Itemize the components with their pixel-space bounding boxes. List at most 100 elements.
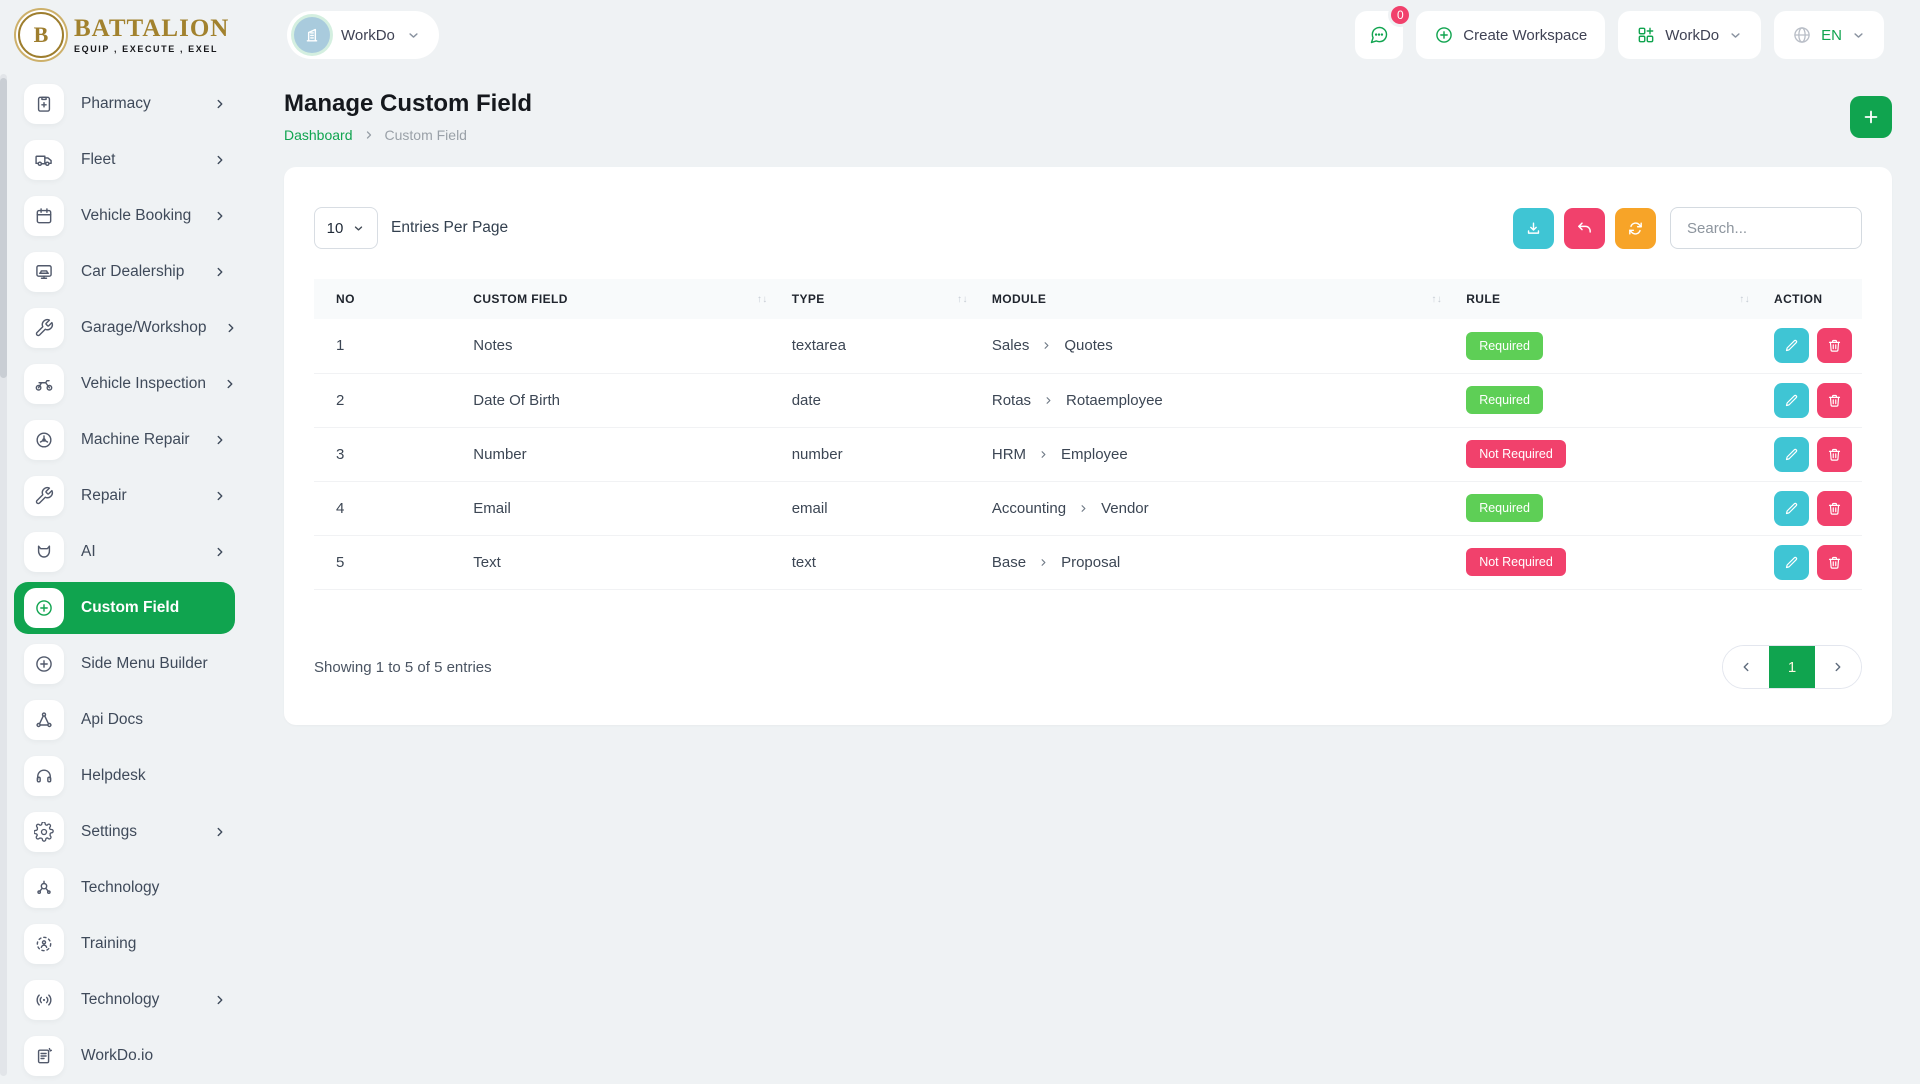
sidebar-item-garage-workshop[interactable]: Garage/Workshop bbox=[24, 300, 245, 356]
chevron-right-icon bbox=[1043, 395, 1054, 406]
top-bar: B BATTALION EQUIP , EXECUTE , EXEL WorkD… bbox=[0, 0, 1920, 70]
cell-type: email bbox=[782, 481, 982, 535]
edit-button[interactable] bbox=[1774, 383, 1809, 418]
cell-no: 5 bbox=[314, 535, 463, 589]
cell-rule: Required bbox=[1456, 373, 1764, 427]
add-custom-field-button[interactable] bbox=[1850, 96, 1892, 138]
module-child: Quotes bbox=[1064, 337, 1112, 354]
entries-per-page-select[interactable]: 10 bbox=[314, 207, 378, 249]
cell-type: date bbox=[782, 373, 982, 427]
language-dropdown[interactable]: EN bbox=[1774, 11, 1884, 59]
pagination-page-1[interactable]: 1 bbox=[1769, 646, 1815, 688]
chevron-right-icon bbox=[213, 433, 227, 447]
workspace-switcher[interactable]: WorkDo bbox=[287, 11, 439, 59]
cell-no: 2 bbox=[314, 373, 463, 427]
sidebar: Pharmacy Fleet Vehicle Booking Car Deale… bbox=[0, 70, 245, 1080]
sidebar-item-technology-2[interactable]: Technology bbox=[24, 972, 245, 1028]
language-label: EN bbox=[1821, 27, 1842, 44]
module-parent: Sales bbox=[992, 337, 1030, 354]
trash-icon bbox=[1827, 338, 1842, 353]
page-header: Manage Custom Field Dashboard Custom Fie… bbox=[284, 90, 1892, 143]
edit-button[interactable] bbox=[1774, 491, 1809, 526]
delete-button[interactable] bbox=[1817, 437, 1852, 472]
sidebar-item-pharmacy[interactable]: Pharmacy bbox=[24, 76, 245, 132]
sidebar-item-api-docs[interactable]: Api Docs bbox=[24, 692, 245, 748]
calendar-icon bbox=[24, 196, 64, 236]
sidebar-item-fleet[interactable]: Fleet bbox=[24, 132, 245, 188]
reset-button[interactable] bbox=[1564, 208, 1605, 249]
edit-button[interactable] bbox=[1774, 545, 1809, 580]
person-dashed-circle-icon bbox=[24, 924, 64, 964]
sidebar-item-vehicle-inspection[interactable]: Vehicle Inspection bbox=[24, 356, 245, 412]
sidebar-scrollbar[interactable] bbox=[0, 74, 7, 1076]
export-button[interactable] bbox=[1513, 208, 1554, 249]
sort-icon[interactable]: ↑↓ bbox=[957, 294, 968, 305]
pagination-next-button[interactable] bbox=[1815, 646, 1861, 688]
cell-type: text bbox=[782, 535, 982, 589]
machine-fan-icon bbox=[24, 420, 64, 460]
plus-icon bbox=[1861, 107, 1881, 127]
cell-type: number bbox=[782, 427, 982, 481]
chevron-down-icon bbox=[406, 28, 421, 43]
sidebar-item-vehicle-booking[interactable]: Vehicle Booking bbox=[24, 188, 245, 244]
wrench-icon bbox=[24, 308, 64, 348]
sidebar-item-training[interactable]: Training bbox=[24, 916, 245, 972]
motorcycle-icon bbox=[24, 364, 64, 404]
sidebar-item-repair[interactable]: Repair bbox=[24, 468, 245, 524]
rule-badge: Required bbox=[1466, 386, 1543, 414]
sort-icon[interactable]: ↑↓ bbox=[757, 294, 768, 305]
trash-icon bbox=[1827, 501, 1842, 516]
brand-logo: B BATTALION EQUIP , EXECUTE , EXEL bbox=[0, 12, 245, 58]
sort-icon[interactable]: ↑↓ bbox=[1739, 294, 1750, 305]
column-header-module[interactable]: MODULE↑↓ bbox=[982, 279, 1456, 319]
broadcast-icon bbox=[24, 980, 64, 1020]
sidebar-item-ai[interactable]: AI bbox=[24, 524, 245, 580]
gear-icon bbox=[24, 812, 64, 852]
chevron-right-icon bbox=[1078, 503, 1089, 514]
module-child: Proposal bbox=[1061, 554, 1120, 571]
table-footer: Showing 1 to 5 of 5 entries 1 bbox=[314, 645, 1862, 689]
edit-button[interactable] bbox=[1774, 328, 1809, 363]
sidebar-item-settings[interactable]: Settings bbox=[24, 804, 245, 860]
sidebar-item-car-dealership[interactable]: Car Dealership bbox=[24, 244, 245, 300]
edit-button[interactable] bbox=[1774, 437, 1809, 472]
pencil-icon bbox=[1784, 338, 1799, 353]
cell-rule: Not Required bbox=[1456, 535, 1764, 589]
chevron-down-icon bbox=[1851, 28, 1866, 43]
delete-button[interactable] bbox=[1817, 328, 1852, 363]
delete-button[interactable] bbox=[1817, 383, 1852, 418]
cell-rule: Required bbox=[1456, 319, 1764, 373]
cell-custom-field: Notes bbox=[463, 319, 781, 373]
cell-rule: Not Required bbox=[1456, 427, 1764, 481]
apps-dropdown[interactable]: WorkDo bbox=[1618, 11, 1761, 59]
delete-button[interactable] bbox=[1817, 491, 1852, 526]
custom-fields-table: NO CUSTOM FIELD↑↓ TYPE↑↓ MODULE↑↓ RULE↑↓… bbox=[314, 279, 1862, 590]
notification-badge: 0 bbox=[1388, 3, 1412, 27]
sidebar-item-machine-repair[interactable]: Machine Repair bbox=[24, 412, 245, 468]
breadcrumb-dashboard-link[interactable]: Dashboard bbox=[284, 127, 353, 143]
refresh-button[interactable] bbox=[1615, 208, 1656, 249]
module-parent: Rotas bbox=[992, 392, 1031, 409]
cell-action bbox=[1764, 427, 1862, 481]
column-header-type[interactable]: TYPE↑↓ bbox=[782, 279, 982, 319]
sidebar-item-workdo-io[interactable]: WorkDo.io bbox=[24, 1028, 245, 1084]
delete-button[interactable] bbox=[1817, 545, 1852, 580]
sort-icon[interactable]: ↑↓ bbox=[1431, 294, 1442, 305]
pagination-prev-button[interactable] bbox=[1723, 646, 1769, 688]
van-icon bbox=[24, 140, 64, 180]
cell-custom-field: Number bbox=[463, 427, 781, 481]
create-workspace-button[interactable]: Create Workspace bbox=[1416, 11, 1605, 59]
plus-circle-icon bbox=[24, 588, 64, 628]
column-header-rule[interactable]: RULE↑↓ bbox=[1456, 279, 1764, 319]
sidebar-item-side-menu-builder[interactable]: Side Menu Builder bbox=[24, 636, 245, 692]
search-input[interactable] bbox=[1670, 207, 1862, 249]
sidebar-item-custom-field[interactable]: Custom Field bbox=[14, 582, 235, 634]
column-header-custom-field[interactable]: CUSTOM FIELD↑↓ bbox=[463, 279, 781, 319]
sidebar-item-helpdesk[interactable]: Helpdesk bbox=[24, 748, 245, 804]
messages-button[interactable]: 0 bbox=[1355, 11, 1403, 59]
workspace-label: WorkDo bbox=[341, 27, 395, 44]
sidebar-item-technology[interactable]: Technology bbox=[24, 860, 245, 916]
